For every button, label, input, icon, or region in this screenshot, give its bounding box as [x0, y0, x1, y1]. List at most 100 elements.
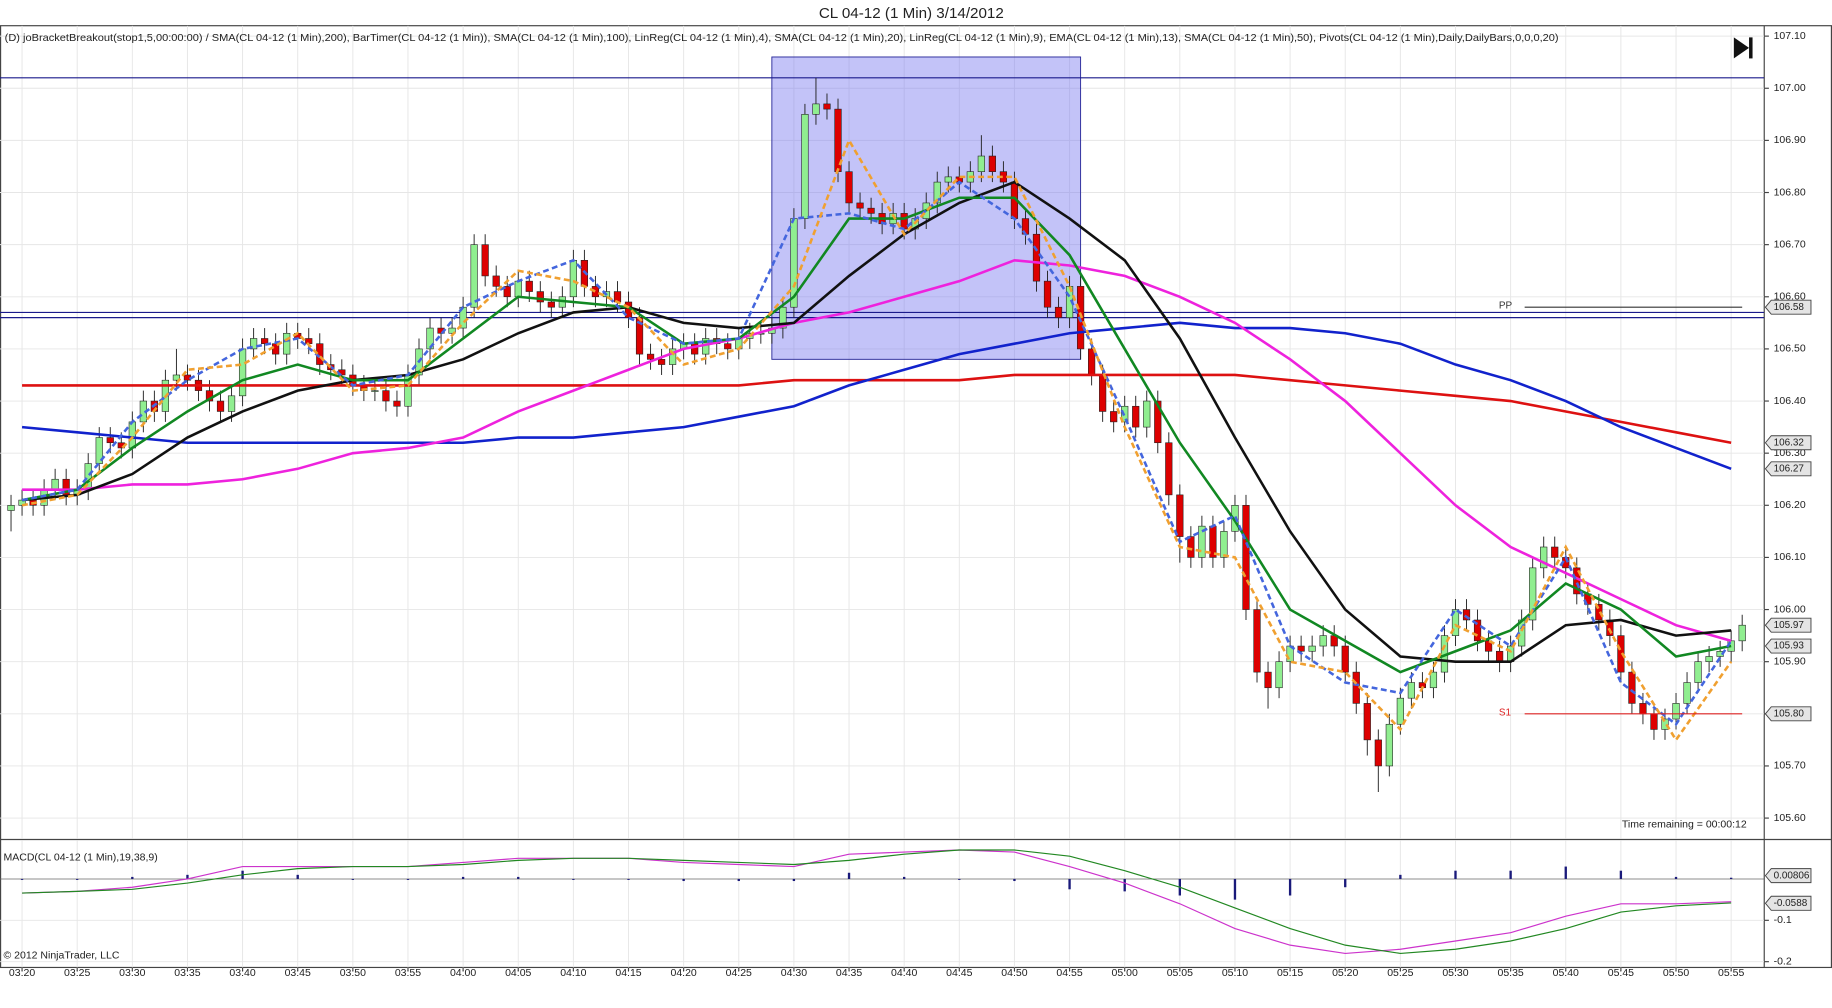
macd-bar — [186, 874, 189, 879]
x-tick-label: 04:20 — [671, 967, 697, 979]
x-tick-label: 04:55 — [1056, 967, 1082, 979]
x-tick-label: 04:25 — [726, 967, 752, 979]
skip-triangle[interactable] — [1733, 37, 1750, 59]
macd-bar — [572, 878, 575, 880]
pivot-label: PP — [1499, 301, 1513, 312]
macd-bar — [461, 876, 465, 879]
price-marker-label: 105.80 — [1774, 708, 1805, 719]
macd-bar — [1454, 870, 1457, 879]
x-tick-label: 03:50 — [340, 967, 366, 979]
indicator-line — [21, 180, 1733, 727]
candle-body — [988, 155, 996, 172]
candle-body — [1738, 624, 1746, 642]
macd-bar — [737, 878, 740, 882]
candle-body — [1672, 703, 1680, 720]
candle-body — [1043, 280, 1052, 308]
x-tick-label: 03:40 — [229, 967, 255, 979]
candle-body — [536, 291, 544, 303]
candle-body — [525, 280, 533, 292]
x-tick-label: 04:00 — [450, 967, 476, 979]
y-tick-label: 105.60 — [1774, 812, 1806, 824]
candle-body — [1198, 525, 1206, 558]
candle-body — [1341, 645, 1349, 673]
macd-bar — [1399, 874, 1402, 879]
y-tick-label: 106.20 — [1774, 499, 1806, 511]
skip-bar[interactable] — [1749, 37, 1753, 59]
x-tick-label: 05:05 — [1167, 967, 1193, 979]
candle-body — [779, 306, 787, 329]
y-tick-label: 105.90 — [1774, 655, 1806, 667]
price-marker — [1764, 895, 1812, 911]
candle-body — [669, 348, 677, 365]
candle-body — [261, 338, 269, 344]
candle-body — [1264, 671, 1272, 689]
candle-body — [1319, 635, 1327, 647]
candle-body — [1462, 609, 1471, 621]
x-tick-label: 05:55 — [1718, 967, 1744, 979]
candle-body — [448, 327, 456, 334]
x-tick-label: 05:30 — [1442, 967, 1468, 979]
candle-body — [1363, 703, 1371, 741]
macd-bar — [682, 878, 685, 882]
x-tick-label: 03:25 — [64, 967, 90, 979]
candle-body — [426, 327, 434, 350]
x-tick-label: 05:40 — [1553, 967, 1579, 979]
candle-body — [393, 400, 401, 407]
candle-body — [613, 291, 622, 303]
x-tick-label: 05:25 — [1387, 967, 1413, 979]
candle-body — [724, 343, 732, 350]
macd-bar — [1344, 878, 1347, 888]
candle-body — [1529, 567, 1537, 621]
candle-body — [514, 280, 522, 298]
price-marker — [1764, 299, 1812, 315]
time-remaining: Time remaining = 00:00:12 — [1622, 819, 1747, 831]
x-tick-label: 04:45 — [946, 967, 972, 979]
candle-body — [591, 286, 600, 298]
macd-bar — [792, 878, 796, 882]
x-tick-label: 03:35 — [174, 967, 200, 979]
candle-body — [481, 244, 489, 277]
x-tick-label: 05:35 — [1497, 967, 1523, 979]
candle-body — [1110, 411, 1118, 423]
candle-body — [812, 103, 820, 115]
y-tick-label: 106.10 — [1774, 551, 1806, 563]
candle-body — [933, 181, 941, 204]
indicator-list: (D) joBracketBreakout(stop1,5,00:00:00) … — [5, 33, 1559, 44]
candle-body — [1473, 619, 1482, 642]
candle-body — [1540, 546, 1548, 569]
candle-body — [1242, 505, 1250, 610]
candle-body — [1187, 536, 1195, 558]
price-marker-label: -0.0588 — [1774, 898, 1808, 909]
candle-body — [900, 213, 908, 230]
macd-bar — [296, 874, 299, 879]
price-marker — [1764, 461, 1812, 477]
candle-body — [1374, 739, 1382, 767]
macd-bar — [1619, 870, 1623, 879]
copyright: © 2012 NinjaTrader, LLC — [4, 950, 120, 962]
indicator-line — [22, 849, 1732, 954]
skip-icon[interactable] — [1733, 37, 1753, 59]
candle-body — [18, 499, 26, 506]
y-tick-label: 106.50 — [1774, 343, 1806, 355]
candle-body — [503, 286, 511, 298]
indicator-line — [22, 258, 1732, 643]
candle-body — [1694, 661, 1702, 683]
chart-title: CL 04-12 (1 Min) 3/14/2012 — [819, 5, 1004, 22]
candle-body — [1639, 703, 1647, 715]
indicator-line — [21, 196, 1732, 674]
x-tick-label: 05:00 — [1112, 967, 1138, 979]
y-tick-label: 107.00 — [1774, 82, 1806, 94]
candle-body — [1628, 671, 1636, 704]
candle-body — [250, 338, 258, 350]
candle-body — [1551, 546, 1559, 558]
price-marker — [1764, 638, 1812, 654]
x-tick-label: 04:05 — [505, 967, 531, 979]
macd-bar — [351, 878, 355, 880]
macd-bar — [1674, 876, 1678, 879]
price-marker — [1764, 868, 1812, 884]
candle-body — [492, 275, 500, 287]
macd-bar — [131, 876, 134, 879]
macd-bar — [958, 878, 961, 880]
candle-body — [238, 348, 247, 397]
